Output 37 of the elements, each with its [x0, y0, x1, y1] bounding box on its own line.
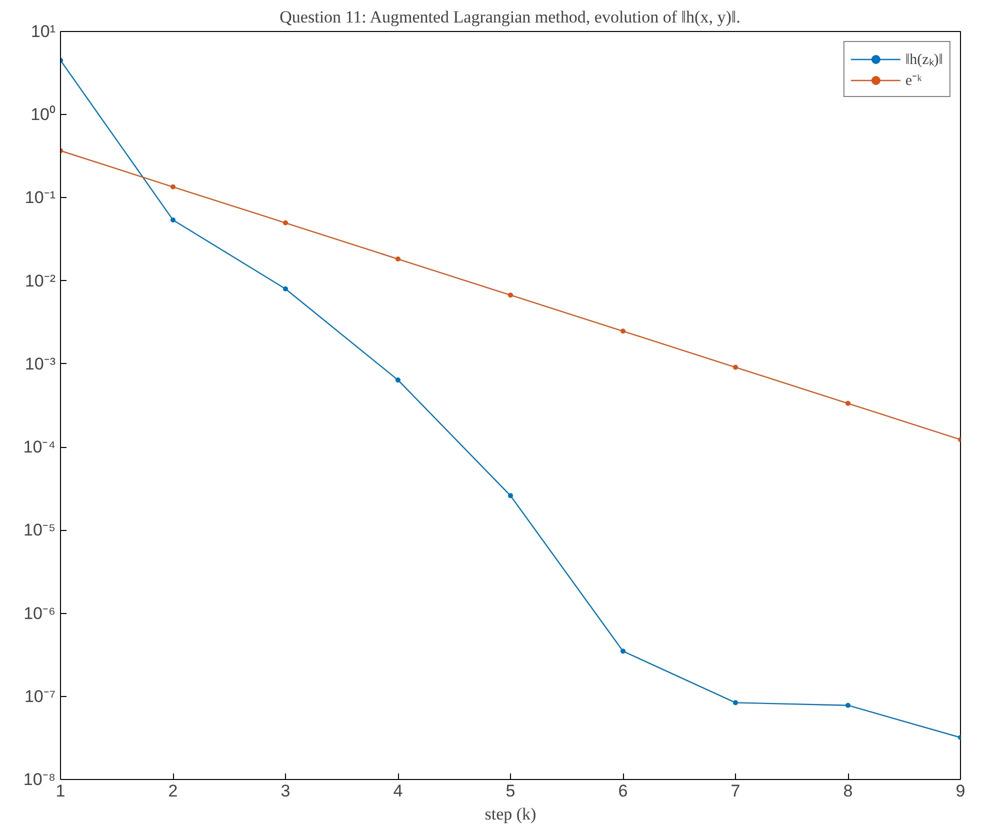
point: [396, 256, 400, 262]
point: [283, 220, 288, 226]
point: [620, 328, 626, 334]
x-tick-label: 3: [280, 782, 290, 800]
legend-label: ‖h(zₖ)‖: [905, 51, 943, 69]
chart-title: Question 11: Augmented Lagrangian method, evolution of ‖h(x, y)‖.: [280, 8, 740, 26]
point: [733, 700, 738, 706]
x-axis-title: step (k): [484, 804, 536, 824]
y-tick-label: 10⁻⁷: [24, 686, 56, 706]
point: [283, 286, 288, 292]
point: [508, 292, 513, 298]
x-tick-label: 4: [393, 782, 403, 800]
point: [170, 184, 176, 190]
y-tick-label: 10¹: [30, 22, 56, 41]
point: [846, 400, 850, 406]
y-tick-label: 10⁻⁶: [24, 604, 56, 623]
x-tick-label: 6: [618, 782, 628, 800]
y-tick-label: 10⁻³: [24, 354, 56, 374]
point: [170, 217, 176, 222]
point: [733, 364, 738, 370]
x-tick-label: 9: [956, 782, 966, 800]
y-tick-label: 10⁻⁵: [24, 520, 56, 540]
y-tick-label: 10⁻⁸: [23, 770, 56, 789]
x-tick-label: 2: [168, 782, 178, 800]
point: [508, 493, 513, 498]
point: [396, 378, 400, 383]
x-tick-label: 8: [843, 782, 853, 800]
x-tick-label: 1: [56, 782, 66, 800]
point: [620, 648, 626, 654]
point: [846, 702, 850, 708]
y-tick-label: 10⁰: [30, 105, 56, 124]
x-tick-label: 7: [730, 782, 740, 800]
y-tick-label: 10⁻⁴: [23, 438, 56, 457]
y-tick-label: 10⁻²: [24, 271, 56, 290]
legend-label: e⁻ᵏ: [905, 72, 923, 90]
x-tick-label: 5: [506, 782, 516, 800]
y-tick-label: 10⁻¹: [24, 188, 56, 208]
